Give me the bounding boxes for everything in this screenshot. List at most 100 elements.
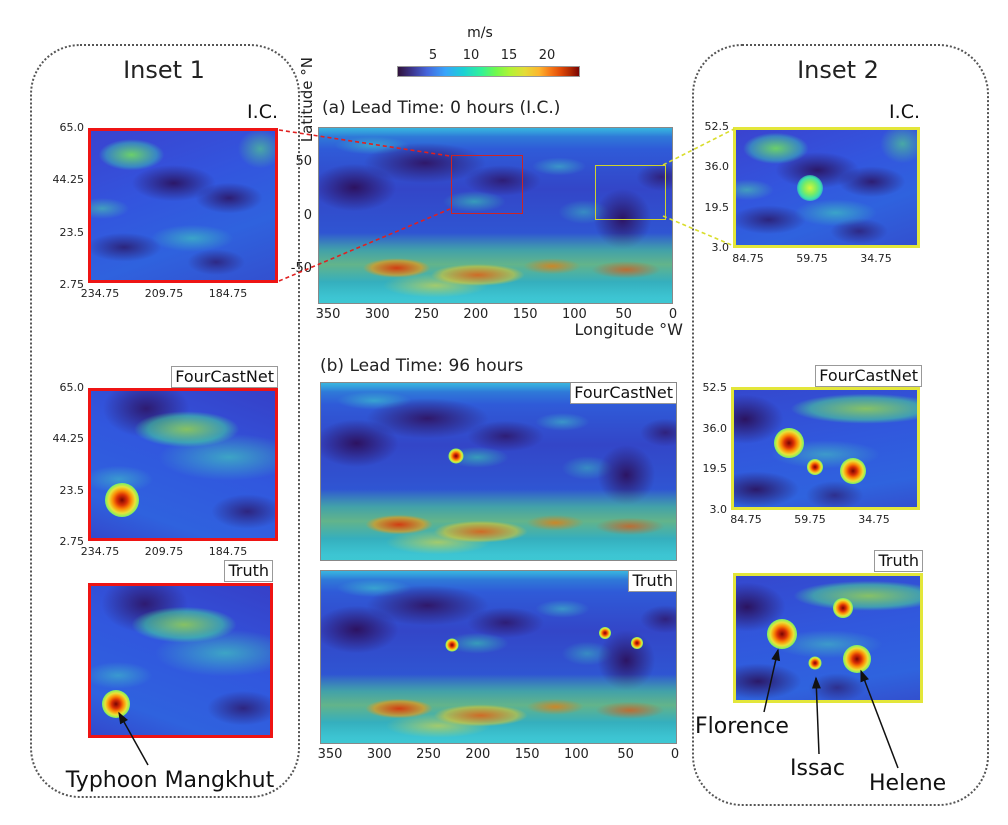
map-inset1-truth [88,583,273,738]
storm-marker [102,689,131,718]
storm-marker [599,626,611,639]
map-inset2-ic [733,127,920,248]
storm-marker [839,457,866,484]
inset1-fcn-yticks: 65.0 44.25 23.5 2.75 [48,381,85,548]
tick-label: 34.75 [858,513,890,526]
inset2-ic-label: I.C. [889,101,920,123]
map-inset1-fourcastnet [88,388,278,541]
map-b-xticks: 350 300 250 200 150 100 50 0 [315,747,690,762]
colorbar-title: m/s [467,25,493,41]
map-a [318,127,673,304]
storm-marker [832,598,853,619]
tick-label: 5 [428,48,438,63]
storm-marker [767,619,797,650]
tick-label: 100 [563,747,589,762]
inset1-fcn-xticks: 234.75 209.75 184.75 [70,545,258,558]
panel-a-title: (a) Lead Time: 0 hours (I.C.) [322,98,561,118]
tick-label: 34.75 [860,252,892,265]
tick-label: 3.0 [709,502,728,516]
storm-marker [797,174,824,201]
storm-marker [448,448,464,464]
colorbar [397,66,580,77]
tick-label: 150 [514,747,540,762]
tick-label: 84.75 [732,252,764,265]
tick-label: 19.5 [702,462,728,476]
tick-label: 44.25 [52,432,85,446]
colorbar-ticks: 5 10 15 20 [418,48,562,63]
tick-label: 234.75 [80,287,120,300]
storm-marker [630,637,643,650]
tick-label: 59.75 [794,513,826,526]
inset2-truth-label: Truth [874,550,923,572]
inset1-ic-xticks: 234.75 209.75 184.75 [70,287,258,300]
storm-marker [105,482,140,517]
tick-label: 0 [670,747,680,762]
storm-marker [808,656,822,670]
inset1-title: Inset 1 [123,56,205,84]
map-b-truth: Truth [320,570,677,744]
tick-label: 209.75 [144,287,184,300]
panel-a-xlabel: Longitude °W [574,320,683,339]
tick-label: 200 [465,747,491,762]
inset1-truth-label: Truth [224,560,273,582]
map-inset2-truth [733,573,923,703]
tick-label: 84.75 [730,513,762,526]
map-a-xticks: 350 300 250 200 150 100 50 0 [313,307,688,322]
tick-label: 184.75 [208,287,248,300]
tick-label: 300 [364,307,390,322]
tick-label: 65.0 [59,381,85,394]
tick-label: 50 [615,307,632,322]
tick-label: 100 [561,307,587,322]
tick-label: 19.5 [704,200,730,214]
inset2-region-box [595,165,666,220]
tick-label: 234.75 [80,545,120,558]
panel-b-title: (b) Lead Time: 96 hours [320,356,524,376]
inset2-ic-yticks: 52.5 36.0 19.5 3.0 [695,120,730,254]
helene-label: Helene [869,771,947,796]
tick-label: 59.75 [796,252,828,265]
tick-label: 209.75 [144,545,184,558]
inset2-fcn-yticks: 52.5 36.0 19.5 3.0 [693,381,728,516]
tick-label: 0 [303,207,312,223]
storm-marker [806,459,823,476]
issac-label: Issac [790,756,845,781]
map-inset2-fourcastnet [731,387,920,510]
tick-label: 0 [668,307,678,322]
tick-label: 52.5 [702,381,728,394]
inset1-ic-label: I.C. [247,101,278,123]
tick-label: 350 [315,307,341,322]
inset2-fourcastnet-label: FourCastNet [815,365,922,387]
tick-label: 36.0 [702,421,728,435]
inset2-ic-xticks: 84.75 59.75 34.75 [718,252,906,265]
florence-label: Florence [695,714,789,739]
inset1-panel [30,44,300,798]
inset1-fourcastnet-label: FourCastNet [171,366,278,388]
tick-label: 44.25 [52,173,85,187]
tick-label: 10 [462,48,480,63]
storm-marker [773,427,804,458]
tick-label: 250 [416,747,441,762]
tick-label: 15 [500,48,518,63]
inset1-ic-yticks: 65.0 44.25 23.5 2.75 [48,121,85,291]
tick-label: 200 [463,307,489,322]
inset2-fcn-xticks: 84.75 59.75 34.75 [716,513,904,526]
tick-label: 50 [617,747,634,762]
tick-label: 2.75 [59,277,85,291]
map-b-truth-label: Truth [628,571,676,592]
tick-label: 23.5 [59,483,85,497]
typhoon-mangkhut-label: Typhoon Mangkhut [65,768,275,793]
map-b-fourcastnet-label: FourCastNet [570,383,676,404]
tick-label: 350 [317,747,343,762]
tick-label: 20 [538,48,556,63]
tick-label: 300 [366,747,392,762]
inset2-panel [692,44,989,806]
inset2-title: Inset 2 [797,56,879,84]
inset1-region-box [451,155,523,214]
storm-marker [843,645,872,674]
tick-label: 36.0 [704,160,730,174]
tick-label: 150 [512,307,538,322]
panel-a-ylabel: Latitude °N [298,57,316,143]
map-b-fourcastnet: FourCastNet [320,382,677,561]
tick-label: 184.75 [208,545,248,558]
